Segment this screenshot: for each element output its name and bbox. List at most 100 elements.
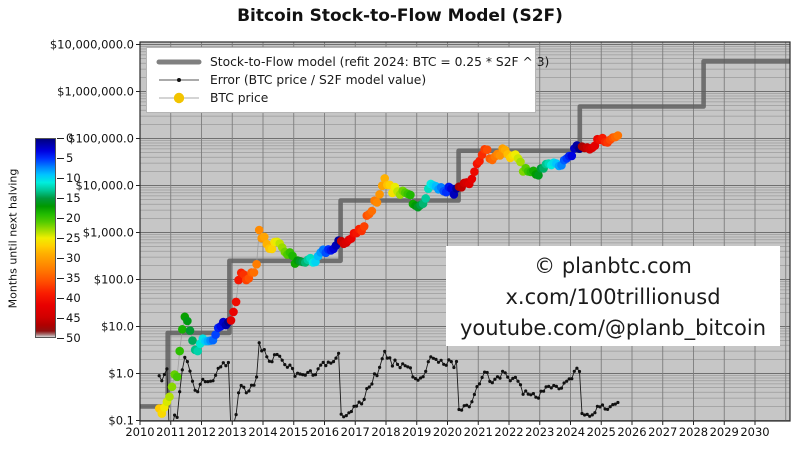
error-dot [375, 374, 379, 378]
colorbar: Months until next halving 0 5 10 15 20 25 30 35… [0, 125, 110, 355]
error-dot [193, 388, 197, 392]
error-dot [390, 364, 394, 368]
error-dot [480, 375, 484, 380]
error-dot [577, 369, 582, 374]
error-dot [549, 386, 553, 390]
error-dot [321, 360, 325, 364]
watermark-line-2: x.com/100trillionusd [505, 285, 721, 309]
error-dot [265, 355, 269, 359]
btc-price-dot [165, 392, 174, 402]
error-dot [337, 351, 341, 355]
error-dot [585, 412, 589, 416]
error-dot [360, 402, 364, 406]
legend-item-model: Stock-to-Flow model (refit 2024: BTC = 0… [156, 53, 549, 71]
btc-price-dot [372, 198, 382, 207]
x-tick-label: 2012 [187, 425, 216, 439]
error-dot [342, 415, 346, 419]
page-title: Bitcoin Stock-to-Flow Model (S2F) [237, 6, 563, 26]
error-dot [270, 360, 274, 364]
btc-price-dot [375, 190, 384, 199]
error-dot [298, 372, 302, 376]
legend-label-price: BTC price [210, 91, 269, 105]
error-dot [308, 369, 312, 373]
error-dot [239, 383, 243, 388]
x-tick-label: 2021 [464, 425, 493, 439]
error-dot [219, 365, 223, 369]
error-dot [290, 366, 295, 371]
error-dot [613, 402, 617, 406]
btc-price-dot [613, 131, 623, 140]
error-dot [326, 360, 330, 364]
error-dot [247, 389, 251, 393]
btc-price-swatch-icon [159, 92, 199, 104]
btc-price-dot [211, 330, 220, 340]
error-dot [547, 384, 551, 388]
error-dot [498, 376, 502, 380]
error-dot [416, 378, 420, 382]
legend: Stock-to-Flow model (refit 2024: BTC = 0… [146, 47, 549, 113]
error-dot [398, 366, 402, 370]
error-dot [442, 362, 446, 366]
error-dot [370, 382, 374, 386]
error-dot [559, 386, 564, 390]
btc-price-dot [249, 268, 259, 277]
error-dot [362, 397, 366, 401]
btc-price-dot [359, 222, 369, 231]
error-dot [334, 356, 338, 360]
error-dot [372, 372, 377, 376]
error-dot [354, 404, 359, 408]
btc-price-dot [231, 297, 241, 307]
error-dot [493, 377, 497, 381]
error-dot [221, 361, 225, 365]
error-dot [488, 379, 492, 383]
x-tick-label: 2027 [648, 425, 677, 439]
watermark-box: © planbtc.com x.com/100trillionusd youtu… [446, 246, 780, 346]
error-dot [380, 357, 384, 361]
btc-price-dot [482, 145, 492, 154]
legend-label-error: Error (BTC price / S2F model value) [210, 73, 427, 87]
x-tick-label: 2011 [156, 425, 185, 439]
error-dot [424, 369, 428, 373]
error-dot [211, 379, 215, 383]
colorbar-tick-label: 25 [66, 230, 81, 245]
error-dot [244, 391, 248, 395]
btc-price-dot [175, 346, 184, 356]
btc-price-dot [567, 151, 577, 161]
error-dot [278, 354, 282, 358]
error-dot [506, 375, 510, 379]
error-dot [293, 374, 297, 378]
error-dot [460, 408, 464, 412]
colorbar-tick-mark [57, 138, 64, 139]
error-dot [567, 377, 571, 381]
y-tick-label: $10.0 [101, 320, 134, 334]
x-axis: 2010 2011 2012 2013 2014 2015 2016 2017 2018 2019… [125, 421, 770, 439]
error-dot [331, 360, 336, 364]
error-dot [472, 392, 476, 397]
colorbar-tick-label: 5 [66, 150, 74, 165]
error-dot [526, 392, 530, 396]
colorbar-tick-label: 45 [66, 310, 81, 325]
error-dot [529, 393, 533, 397]
error-dot [544, 385, 548, 389]
error-dot [257, 341, 261, 345]
error-dot [570, 377, 574, 381]
error-dot [565, 379, 569, 383]
error-dot [324, 364, 328, 368]
error-dot [490, 381, 494, 385]
model-line-swatch-icon [156, 59, 202, 65]
error-dot [162, 372, 166, 377]
btc-price-dot [470, 167, 479, 176]
btc-price-dot [516, 157, 525, 167]
error-dot [580, 411, 584, 416]
error-dot [429, 355, 433, 359]
watermark-line-3: youtube.com/@planb_bitcoin [459, 316, 767, 340]
x-tick-label: 2014 [248, 425, 277, 439]
btc-price-dot [185, 326, 195, 335]
error-dot [208, 379, 213, 383]
error-dot [365, 387, 369, 391]
btc-price-dot [406, 190, 415, 200]
error-dot [283, 363, 287, 367]
error-dot [224, 364, 228, 368]
error-dot [260, 349, 264, 353]
x-tick-label: 2030 [740, 425, 769, 439]
